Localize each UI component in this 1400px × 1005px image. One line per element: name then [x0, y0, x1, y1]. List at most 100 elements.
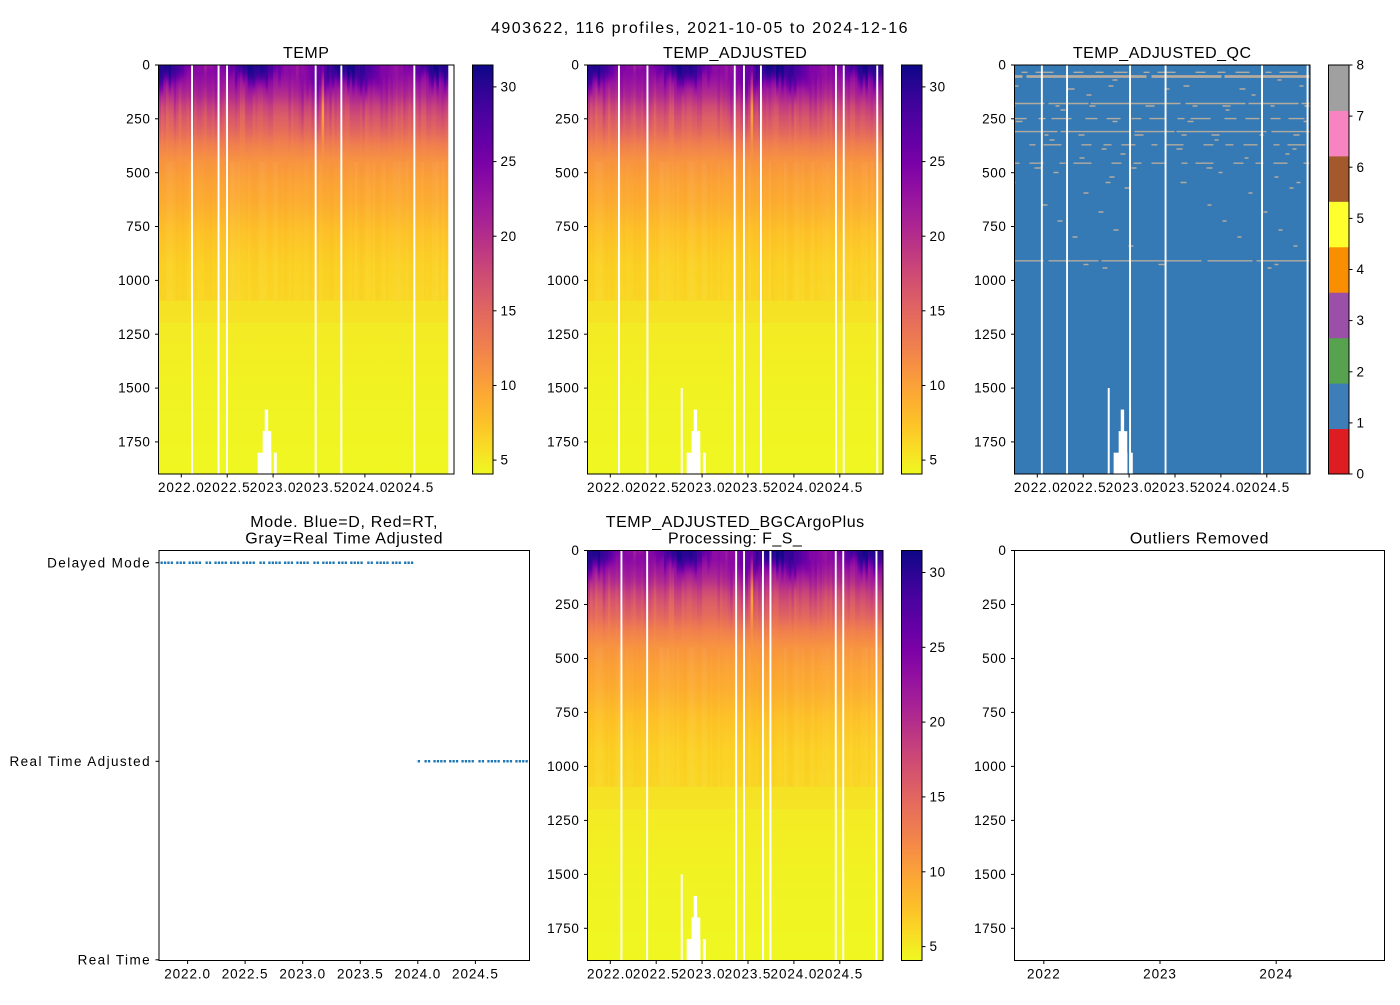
svg-text:Delayed Mode: Delayed Mode: [47, 555, 151, 570]
svg-text:2022.5: 2022.5: [633, 967, 680, 982]
svg-text:1500: 1500: [974, 381, 1006, 396]
svg-text:5: 5: [930, 939, 938, 954]
svg-text:2023.5: 2023.5: [1152, 480, 1199, 495]
svg-text:2024.5: 2024.5: [387, 480, 434, 495]
svg-text:2024: 2024: [1259, 967, 1293, 982]
svg-text:2022.0: 2022.0: [158, 480, 205, 495]
svg-text:25: 25: [930, 640, 946, 655]
svg-text:TEMP_ADJUSTED_BGCArgoPlus: TEMP_ADJUSTED_BGCArgoPlus: [606, 514, 865, 531]
svg-text:2023: 2023: [1143, 967, 1177, 982]
svg-text:1750: 1750: [547, 921, 579, 936]
svg-text:TEMP_ADJUSTED_QC: TEMP_ADJUSTED_QC: [1073, 45, 1252, 62]
svg-text:2023.0: 2023.0: [279, 967, 326, 982]
svg-text:1000: 1000: [547, 273, 579, 288]
svg-text:7: 7: [1357, 109, 1365, 124]
svg-text:1250: 1250: [974, 813, 1006, 828]
svg-text:250: 250: [555, 111, 579, 126]
svg-text:750: 750: [982, 219, 1006, 234]
svg-text:2023.5: 2023.5: [725, 967, 772, 982]
svg-text:1250: 1250: [547, 813, 579, 828]
svg-text:1750: 1750: [118, 435, 150, 450]
svg-text:2022.0: 2022.0: [164, 967, 211, 982]
svg-text:15: 15: [930, 790, 946, 805]
svg-text:1250: 1250: [118, 327, 150, 342]
svg-text:250: 250: [982, 597, 1006, 612]
svg-text:10: 10: [501, 378, 517, 393]
svg-text:15: 15: [930, 303, 946, 318]
svg-text:4903622, 116 profiles, 2021-10: 4903622, 116 profiles, 2021-10-05 to 202…: [491, 20, 909, 37]
svg-text:2022.5: 2022.5: [222, 967, 269, 982]
svg-text:2022.0: 2022.0: [587, 480, 634, 495]
svg-text:2024.0: 2024.0: [342, 480, 389, 495]
svg-text:750: 750: [555, 705, 579, 720]
svg-text:2024.0: 2024.0: [771, 967, 818, 982]
svg-text:250: 250: [555, 597, 579, 612]
svg-text:500: 500: [126, 165, 150, 180]
svg-text:2022.5: 2022.5: [633, 480, 680, 495]
svg-text:2023.5: 2023.5: [725, 480, 772, 495]
svg-text:Real Time: Real Time: [78, 952, 151, 967]
svg-text:500: 500: [555, 651, 579, 666]
svg-text:2024.5: 2024.5: [1243, 480, 1290, 495]
svg-text:1: 1: [1357, 416, 1365, 431]
svg-text:2022.5: 2022.5: [204, 480, 251, 495]
svg-text:TEMP: TEMP: [283, 45, 329, 62]
svg-text:1500: 1500: [547, 381, 579, 396]
svg-text:0: 0: [998, 58, 1006, 73]
svg-text:500: 500: [982, 165, 1006, 180]
svg-text:15: 15: [501, 303, 517, 318]
svg-text:30: 30: [930, 565, 946, 580]
svg-text:1000: 1000: [547, 759, 579, 774]
svg-text:750: 750: [982, 705, 1006, 720]
svg-text:250: 250: [126, 111, 150, 126]
svg-text:2022: 2022: [1027, 967, 1061, 982]
svg-text:2022.0: 2022.0: [587, 967, 634, 982]
svg-text:2024.0: 2024.0: [394, 967, 441, 982]
svg-text:2024.0: 2024.0: [771, 480, 818, 495]
svg-text:2: 2: [1357, 364, 1365, 379]
svg-text:2023.5: 2023.5: [337, 967, 384, 982]
svg-text:20: 20: [930, 715, 946, 730]
svg-text:2024.5: 2024.5: [452, 967, 499, 982]
svg-text:1000: 1000: [974, 273, 1006, 288]
svg-text:8: 8: [1357, 58, 1365, 73]
svg-text:0: 0: [142, 58, 150, 73]
svg-text:2022.5: 2022.5: [1060, 480, 1107, 495]
svg-text:0: 0: [998, 543, 1006, 558]
svg-text:1250: 1250: [547, 327, 579, 342]
svg-text:25: 25: [930, 154, 946, 169]
svg-text:20: 20: [930, 229, 946, 244]
svg-text:750: 750: [126, 219, 150, 234]
svg-text:5: 5: [1357, 211, 1365, 226]
svg-text:TEMP_ADJUSTED: TEMP_ADJUSTED: [663, 45, 807, 62]
svg-text:1750: 1750: [974, 921, 1006, 936]
svg-text:5: 5: [501, 453, 509, 468]
svg-text:3: 3: [1357, 313, 1365, 328]
svg-text:2022.0: 2022.0: [1014, 480, 1061, 495]
svg-text:2023.5: 2023.5: [296, 480, 343, 495]
svg-text:20: 20: [501, 229, 517, 244]
svg-text:2024.5: 2024.5: [816, 967, 863, 982]
svg-text:2024.5: 2024.5: [816, 480, 863, 495]
svg-text:1500: 1500: [547, 867, 579, 882]
svg-text:2023.0: 2023.0: [679, 480, 726, 495]
svg-text:30: 30: [930, 80, 946, 95]
svg-text:250: 250: [982, 111, 1006, 126]
svg-text:2023.0: 2023.0: [1106, 480, 1153, 495]
svg-text:Outliers Removed: Outliers Removed: [1130, 531, 1269, 548]
svg-text:2023.0: 2023.0: [679, 967, 726, 982]
svg-text:1750: 1750: [547, 435, 579, 450]
svg-text:6: 6: [1357, 160, 1365, 175]
svg-text:10: 10: [930, 378, 946, 393]
svg-text:1500: 1500: [118, 381, 150, 396]
svg-text:2024.0: 2024.0: [1198, 480, 1245, 495]
svg-text:1500: 1500: [974, 867, 1006, 882]
svg-text:30: 30: [501, 80, 517, 95]
svg-text:4: 4: [1357, 262, 1365, 277]
svg-text:750: 750: [555, 219, 579, 234]
svg-text:Processing: F_S_: Processing: F_S_: [668, 531, 803, 548]
svg-text:1000: 1000: [974, 759, 1006, 774]
svg-text:500: 500: [982, 651, 1006, 666]
svg-text:25: 25: [501, 154, 517, 169]
svg-text:Mode. Blue=D, Red=RT,: Mode. Blue=D, Red=RT,: [250, 514, 438, 531]
